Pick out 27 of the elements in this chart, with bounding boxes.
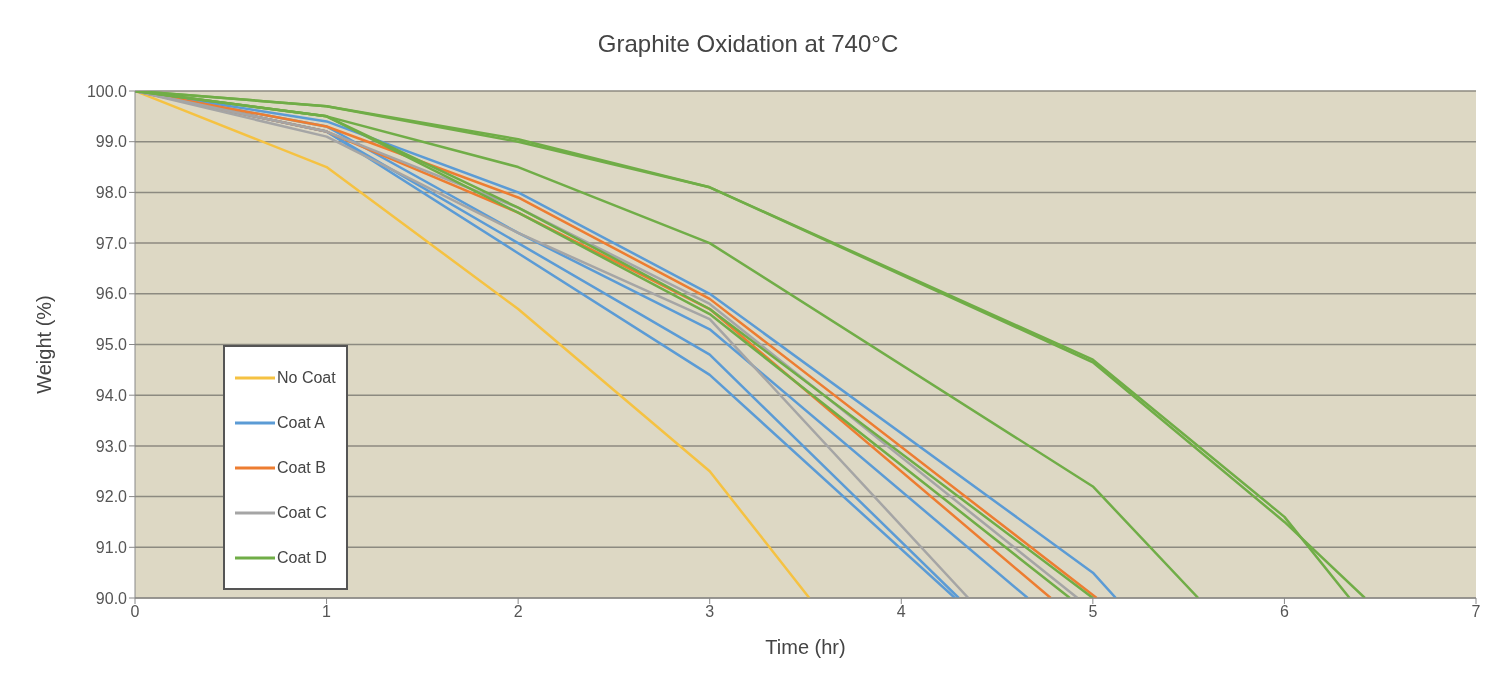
legend-label: Coat C <box>277 503 327 522</box>
y-tick-label: 97.0 <box>95 234 128 252</box>
x-axis-title: Time (hr) <box>765 636 846 658</box>
y-tick-label: 100.0 <box>86 82 128 100</box>
y-tick-label: 94.0 <box>95 386 128 404</box>
y-tick-label: 91.0 <box>95 538 128 556</box>
legend-label: No Coat <box>277 368 336 387</box>
y-axis-title: Weight (%) <box>33 295 56 394</box>
y-tick-label: 99.0 <box>95 133 128 151</box>
x-tick-label: 2 <box>513 603 523 621</box>
x-tick-label: 5 <box>1088 603 1098 621</box>
chart-title: Graphite Oxidation at 740°C <box>596 30 900 58</box>
y-tick-label: 92.0 <box>95 488 128 506</box>
y-tick-label: 98.0 <box>95 184 128 202</box>
x-tick-label: 4 <box>896 603 906 621</box>
x-tick-label: 0 <box>130 603 140 621</box>
y-tick-label: 96.0 <box>95 285 128 303</box>
x-tick-label: 3 <box>705 603 715 621</box>
x-tick-label: 1 <box>322 603 332 621</box>
legend-label: Coat B <box>277 458 326 477</box>
y-tick-label: 90.0 <box>95 589 128 607</box>
x-tick-label: 7 <box>1471 603 1481 621</box>
y-tick-label: 95.0 <box>95 336 128 354</box>
x-tick-label: 6 <box>1279 603 1289 621</box>
y-tick-label: 93.0 <box>95 437 128 455</box>
legend-label: Coat D <box>277 548 327 567</box>
legend-label: Coat A <box>277 413 326 432</box>
